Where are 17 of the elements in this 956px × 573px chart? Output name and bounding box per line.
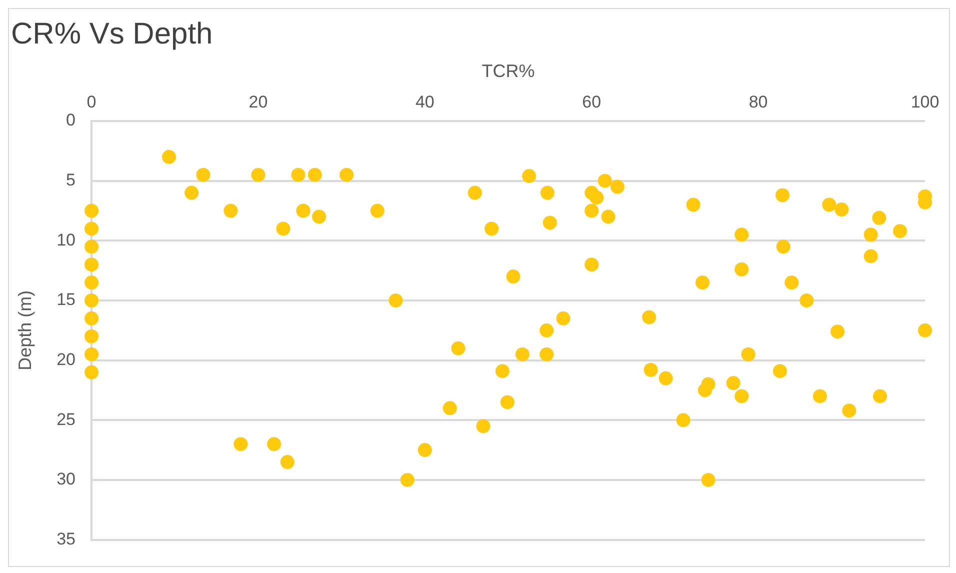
x-tick-label: 80 — [748, 92, 768, 112]
x-tick-label: 60 — [582, 92, 602, 112]
y-tick-label: 0 — [66, 110, 76, 130]
y-tick-label: 35 — [56, 529, 76, 548]
y-axis-title: Depth (m) — [14, 290, 35, 370]
x-tick-label: 40 — [415, 92, 434, 112]
y-tick-label: 10 — [56, 230, 76, 250]
x-axis-title: TCR% — [482, 60, 535, 81]
y-tick-label: 25 — [56, 410, 76, 429]
chart-title: CR% Vs Depth — [11, 17, 213, 50]
x-tick-label: 0 — [86, 92, 96, 112]
y-tick-label: 30 — [56, 470, 76, 489]
y-tick-label: 5 — [66, 170, 76, 190]
x-tick-label: 100 — [910, 92, 940, 112]
y-tick-label: 15 — [56, 290, 76, 310]
x-tick-label: 20 — [248, 92, 268, 112]
y-tick-label: 20 — [56, 350, 76, 369]
